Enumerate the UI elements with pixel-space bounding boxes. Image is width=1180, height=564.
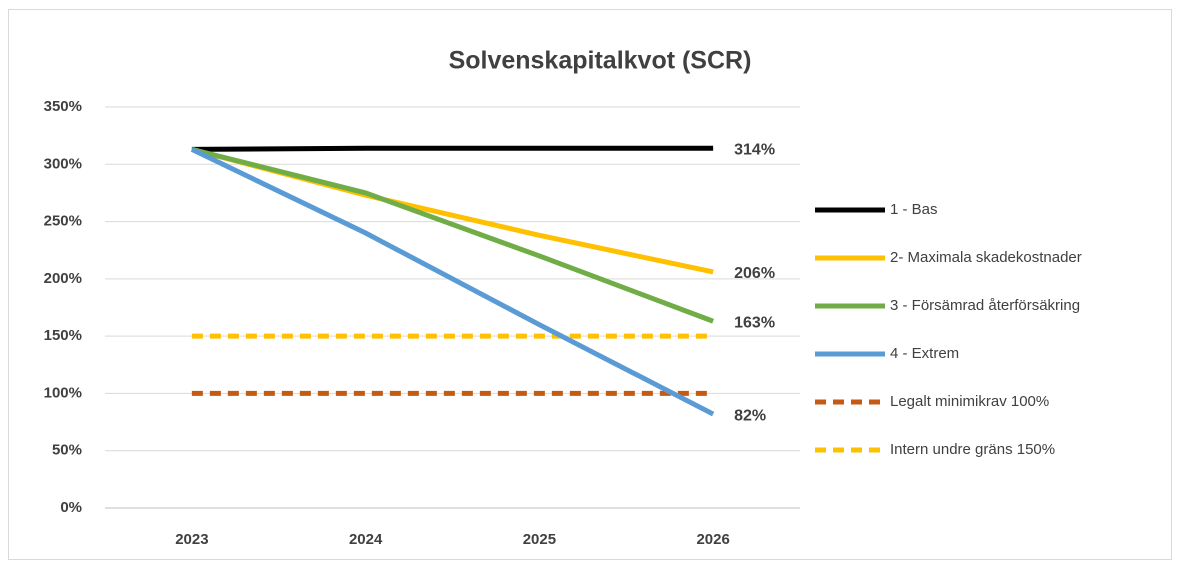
y-tick-label: 350% (44, 98, 82, 115)
chart-title: Solvenskapitalkvot (SCR) (449, 47, 752, 75)
x-tick-label: 2023 (175, 531, 208, 548)
legend-label: 1 - Bas (890, 201, 938, 218)
legend-label: 4 - Extrem (890, 345, 959, 362)
legend-label: 3 - Försämrad återförsäkring (890, 297, 1080, 314)
legend-label: Intern undre gräns 150% (890, 441, 1055, 458)
legend-label: 2- Maximala skadekostnader (890, 249, 1082, 266)
x-tick-label: 2026 (696, 531, 729, 548)
chart-border (8, 9, 1172, 560)
data-label: 206% (734, 265, 775, 282)
x-tick-label: 2024 (349, 531, 383, 548)
series-line (191, 146, 715, 324)
y-tick-label: 200% (44, 270, 82, 287)
y-tick-label: 300% (44, 155, 82, 172)
series-line (190, 147, 715, 417)
y-tick-label: 0% (60, 499, 82, 516)
legend-label: Legalt minimikrav 100% (890, 393, 1049, 410)
data-label: 163% (734, 314, 775, 331)
series-line (191, 145, 714, 152)
y-tick-label: 50% (52, 442, 82, 459)
data-label: 314% (734, 141, 775, 158)
y-tick-label: 250% (44, 213, 82, 230)
y-tick-label: 100% (44, 384, 82, 401)
y-tick-label: 150% (44, 327, 82, 344)
data-label: 82% (734, 407, 766, 424)
x-tick-label: 2025 (523, 531, 556, 548)
